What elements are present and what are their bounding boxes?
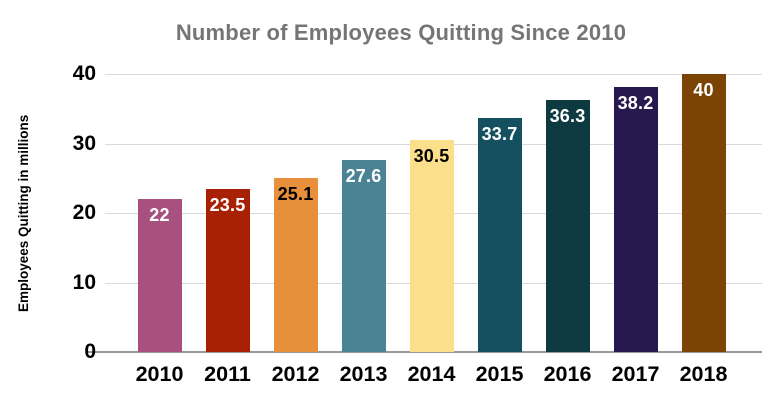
y-tick-label: 20 [72, 201, 96, 224]
bar-2012: 25.1 [273, 177, 318, 352]
x-tick-label: 2015 [475, 362, 524, 386]
y-tick-label: 40 [72, 62, 96, 85]
bar-2018: 40 [681, 74, 726, 352]
bar-2013: 27.6 [341, 160, 386, 352]
x-tick-label: 2011 [204, 362, 251, 386]
bar-value-label: 33.7 [481, 123, 518, 144]
bar-2017: 38.2 [613, 86, 658, 352]
bar-value-label: 38.2 [617, 92, 654, 113]
bar-2010: 22 [137, 199, 182, 352]
plot-area: 22 23.5 25.1 27.6 30.5 33.7 36.3 38.2 40 [87, 74, 762, 353]
chart-title: Number of Employees Quitting Since 2010 [175, 20, 627, 45]
bar-value-label: 25.1 [277, 183, 314, 204]
bar-value-label: 30.5 [413, 146, 450, 167]
y-tick-label: 30 [72, 131, 96, 155]
x-tick-label: 2010 [135, 362, 184, 386]
x-tick-label: 2013 [339, 362, 388, 386]
bar-value-label: 22 [149, 205, 170, 226]
bar-2014: 30.5 [409, 140, 454, 352]
bar-value-label: 36.3 [549, 105, 586, 126]
gridline [105, 74, 762, 75]
bar-2011: 23.5 [205, 188, 250, 352]
bar-value-label: 23.5 [209, 194, 246, 215]
x-tick-label: 2012 [271, 362, 320, 386]
y-tick-label: 10 [72, 270, 96, 294]
bar-value-label: 40 [693, 80, 714, 100]
x-tick-label: 2014 [407, 362, 456, 386]
x-tick-label: 2017 [611, 362, 660, 386]
y-tick-label: 0 [84, 340, 96, 363]
x-tick-label: 2018 [679, 362, 728, 386]
x-tick-label: 2016 [543, 362, 592, 386]
bar-2015: 33.7 [477, 117, 522, 352]
bar-value-label: 27.6 [345, 166, 382, 187]
x-axis-baseline [87, 351, 762, 353]
bar-2016: 36.3 [545, 99, 590, 352]
